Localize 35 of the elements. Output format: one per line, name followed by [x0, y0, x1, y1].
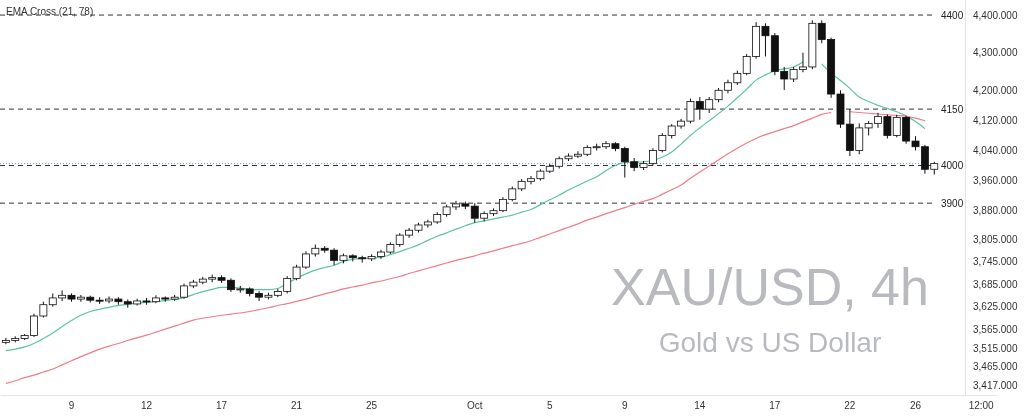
x-tick-label: 9 — [622, 400, 629, 412]
y-tick-label: 3,417.000 — [973, 379, 1018, 391]
x-tick-label: 5 — [547, 400, 553, 412]
y-tick-label: 3,565.000 — [973, 323, 1018, 335]
x-tick-label: 9 — [68, 400, 75, 412]
y-tick-label: 3,745.000 — [973, 256, 1018, 268]
y-tick-label: 3,465.000 — [973, 361, 1018, 373]
x-tick-label: 21 — [291, 400, 303, 412]
y-tick-label: 4,040.000 — [973, 145, 1018, 157]
x-tick-label: 17 — [769, 400, 781, 412]
x-tick-label: 22 — [844, 400, 856, 412]
x-tick-label: 14 — [694, 400, 706, 412]
x-tick-label: 12 — [140, 400, 153, 412]
ref-line-label: 4000 — [941, 160, 964, 172]
y-tick-label: 4,300.000 — [973, 47, 1018, 59]
y-tick-label: 3,625.000 — [973, 301, 1018, 313]
x-tick-label: 12:00 — [968, 400, 995, 412]
y-tick-label: 3,880.000 — [973, 205, 1018, 217]
y-tick-label: 4,120.000 — [973, 115, 1018, 127]
x-tick-label: 17 — [215, 400, 228, 412]
y-tick-label: 3,685.000 — [973, 278, 1018, 290]
y-tick-label: 3,805.000 — [973, 233, 1018, 245]
text: XAU/USD, 4h — [611, 258, 929, 316]
ref-line-label: 3900 — [941, 197, 964, 209]
ref-line-label: 4150 — [941, 103, 964, 115]
y-tick-label: 4,200.000 — [973, 84, 1018, 96]
annotation: EMA Cross (21, 78) — [6, 6, 94, 17]
y-tick-label: 4,400.000 — [973, 9, 1018, 21]
text: Gold vs US Dollar — [658, 327, 882, 358]
x-tick-label: Oct — [466, 400, 483, 412]
y-tick-label: 3,960.000 — [973, 175, 1018, 187]
ref-line-label: 4400 — [941, 9, 964, 21]
x-tick-label: 26 — [909, 400, 922, 412]
x-tick-label: 25 — [366, 400, 378, 412]
y-tick-label: 3,515.000 — [973, 342, 1018, 354]
